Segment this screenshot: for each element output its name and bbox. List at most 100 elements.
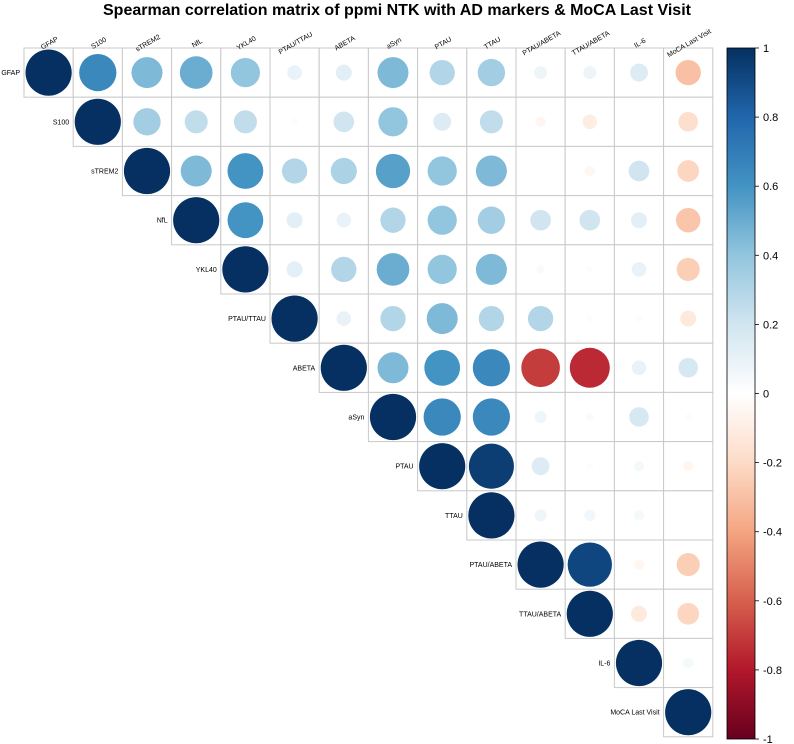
correlation-circle	[287, 65, 302, 80]
correlation-circle	[566, 590, 613, 637]
correlation-circle	[427, 156, 457, 186]
correlation-circle	[227, 153, 264, 189]
correlation-circle	[79, 53, 117, 92]
correlation-circle	[684, 413, 692, 421]
correlation-circle	[676, 553, 700, 577]
correlation-circle	[233, 110, 257, 134]
correlation-circle	[472, 398, 511, 436]
correlation-circle	[426, 303, 458, 335]
correlation-circle	[665, 689, 712, 736]
row-label: ABETA	[293, 365, 316, 372]
correlation-circle	[586, 266, 594, 273]
chart-title: Spearman correlation matrix of ppmi NTK …	[103, 2, 692, 19]
correlation-circle	[376, 253, 410, 286]
correlation-circle	[629, 407, 649, 427]
correlation-circle	[423, 398, 461, 436]
legend-tick-label: -0.8	[763, 665, 782, 677]
matrix-cell	[663, 588, 714, 639]
row-label: aSyn	[348, 415, 364, 422]
correlation-circle	[180, 155, 212, 187]
correlation-circle	[583, 66, 597, 80]
row-label: TTAU	[445, 513, 463, 520]
correlation-circle	[271, 295, 318, 342]
correlation-circle	[331, 256, 357, 283]
correlation-circle	[479, 110, 503, 134]
correlation-circle	[378, 107, 408, 137]
matrix-cell	[367, 47, 419, 98]
legend-tick-label: 0	[763, 389, 769, 401]
correlation-circle	[615, 639, 663, 687]
correlation-circle	[419, 443, 466, 490]
correlation-circle	[475, 155, 507, 187]
correlation-circle	[477, 206, 506, 234]
correlation-circle	[683, 657, 694, 669]
correlation-circle	[675, 59, 701, 86]
legend-tick-label: -0.6	[763, 596, 782, 608]
row-label: YKL40	[196, 267, 217, 274]
correlation-circle	[630, 63, 648, 82]
row-label: GFAP	[1, 70, 20, 77]
correlation-circle	[380, 305, 406, 332]
legend-color-bar	[726, 47, 756, 740]
correlation-circle	[286, 212, 303, 229]
correlation-circle	[333, 111, 355, 133]
correlation-circle	[569, 347, 610, 388]
row-label: PTAU	[395, 464, 413, 471]
row-label: PTAU/ABETA	[469, 562, 512, 569]
correlation-circle	[468, 443, 514, 489]
correlation-circle	[377, 352, 409, 384]
correlation-circle	[227, 202, 264, 239]
legend-tick-label: 0.8	[763, 112, 778, 124]
legend-tick-label: 0.4	[763, 250, 778, 262]
correlation-circle	[678, 112, 698, 132]
correlation-circle	[123, 147, 171, 195]
correlation-circle	[475, 253, 507, 285]
legend-tick-label: 0.2	[763, 319, 778, 331]
correlation-circle	[534, 509, 547, 522]
correlation-circle	[320, 344, 367, 391]
correlation-circle	[586, 462, 594, 470]
matrix-cell	[417, 96, 468, 147]
correlation-circle	[478, 305, 505, 332]
matrix-cell	[663, 490, 714, 541]
correlation-circle	[527, 305, 554, 332]
correlation-circle	[375, 153, 411, 189]
correlation-circle	[675, 207, 701, 233]
row-labels: GFAP S100 sTREM2 NfL YKL40 PTAU/TTAU ABETA aSyn…	[1, 70, 659, 717]
row-label: NfL	[157, 218, 168, 225]
correlation-circle	[631, 360, 647, 376]
correlation-circle	[517, 541, 564, 588]
correlation-circle	[633, 559, 645, 570]
correlation-circle	[582, 114, 598, 130]
correlation-circle	[635, 315, 643, 322]
row-label: TTAU/ABETA	[519, 611, 561, 618]
legend-tick-label: -0.4	[763, 527, 782, 539]
legend-tick-label: -1	[763, 734, 773, 744]
correlation-circle	[530, 209, 551, 231]
correlation-circle	[584, 509, 596, 522]
correlation-circle	[531, 457, 550, 476]
correlation-circle	[678, 358, 698, 378]
correlation-circle	[586, 315, 594, 322]
correlation-circle	[336, 212, 352, 228]
correlation-circle	[230, 57, 261, 88]
correlation-circle	[335, 64, 352, 81]
correlation-circle	[631, 605, 647, 622]
correlation-circle	[330, 157, 357, 185]
correlation-circle	[173, 197, 220, 244]
correlation-circle	[683, 461, 694, 472]
correlation-circle	[538, 168, 543, 174]
correlation-circle	[633, 461, 645, 472]
correlation-circle	[677, 160, 700, 182]
correlation-circle	[369, 393, 417, 441]
correlation-circle	[536, 265, 545, 274]
correlation-circle	[631, 262, 647, 277]
correlation-circle	[631, 212, 647, 229]
legend-tick-label: 1	[763, 43, 769, 55]
legend-tick-label: -0.2	[763, 458, 782, 470]
correlation-circle	[281, 158, 308, 184]
correlation-circle	[579, 209, 601, 231]
correlation-circle	[286, 261, 303, 278]
correlation-circle	[74, 98, 121, 145]
correlation-circle	[585, 413, 594, 421]
